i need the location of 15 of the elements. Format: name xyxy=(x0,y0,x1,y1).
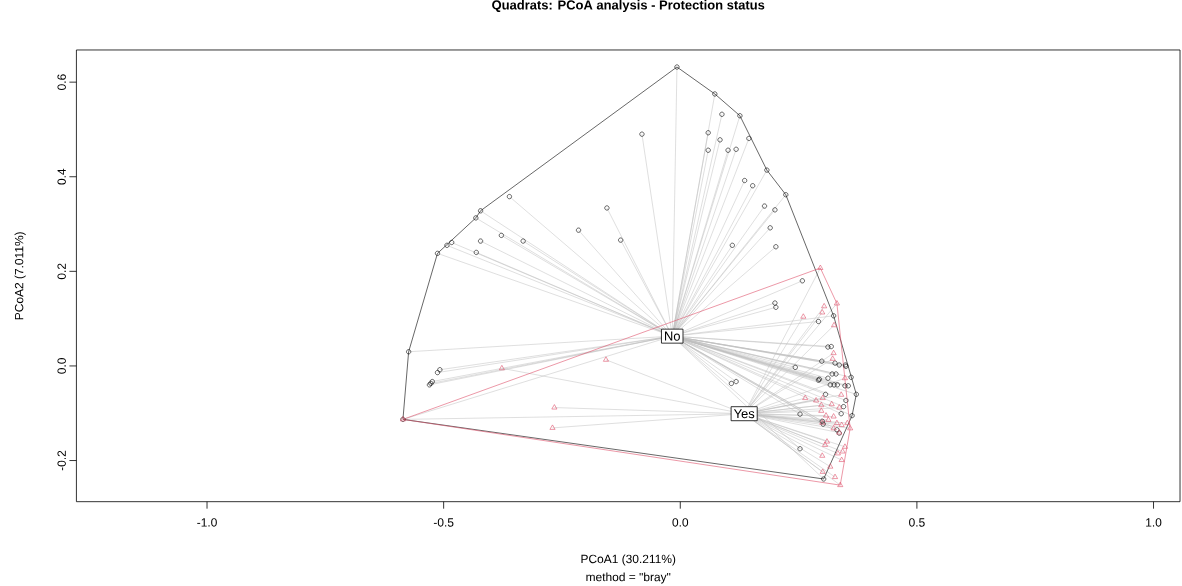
y-axis-title: PCoA2 (7.011%) xyxy=(14,232,26,320)
y-tick-label: -0.2 xyxy=(57,450,66,471)
y-tick-label: 0.0 xyxy=(57,358,66,374)
annotation: Yes xyxy=(733,409,755,419)
y-tick-label: 0.6 xyxy=(57,74,66,90)
x-tick-label: -1.0 xyxy=(197,518,217,527)
x-tick-label: 1.0 xyxy=(1146,518,1162,527)
y-tick-label: 0.4 xyxy=(57,168,66,185)
x-axis-title: PCoA1 (30.211%) xyxy=(581,554,676,566)
x-tick-label: 0.0 xyxy=(672,518,689,527)
text: method = "bray" xyxy=(586,572,671,584)
x-tick-label: 0.5 xyxy=(909,518,925,527)
y-tick-label: 0.2 xyxy=(57,263,66,280)
x-tick-label: -0.5 xyxy=(433,518,454,527)
chart-title: Quadrats: PCoA analysis - Protection status xyxy=(492,0,765,13)
